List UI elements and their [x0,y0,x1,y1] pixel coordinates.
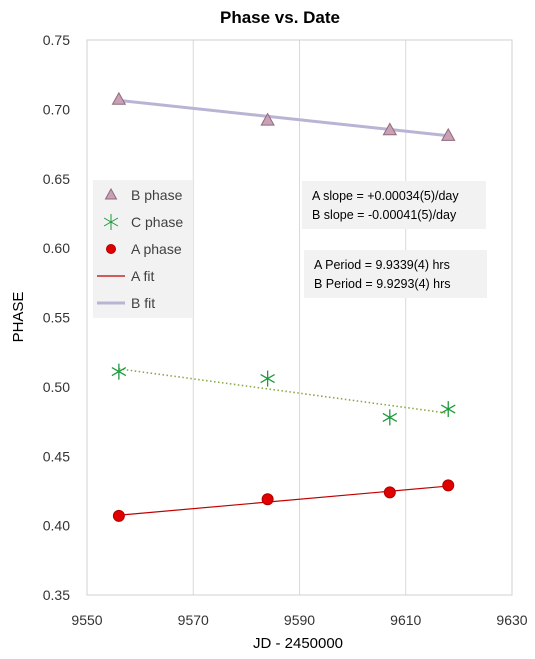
y-tick-label: 0.75 [43,32,70,48]
x-axis-ticks: 9550 9570 9590 9610 9630 [71,612,527,628]
legend: B phase C phase A phase A fit B fit [93,180,193,318]
x-tick-label: 9590 [284,612,315,628]
a-phase-point [261,493,274,506]
asterisk-stroke [260,373,275,384]
legend-swatch [104,187,118,200]
asterisk-stroke [440,404,456,414]
legend-label: A fit [131,268,154,284]
c-phase-point [382,409,398,426]
legend-label: B phase [131,187,183,203]
y-tick-label: 0.60 [43,240,70,256]
a-phase-point [383,486,396,499]
period-note-box [304,250,487,298]
b-phase-point [111,91,127,105]
b-phase-point [260,112,275,126]
legend-label: A phase [131,241,182,257]
plot-frame [86,39,513,596]
a-fit-line [118,485,449,516]
asterisk-stroke [103,217,119,227]
y-tick-label: 0.65 [43,171,70,187]
legend-item-b-phase: B phase [104,187,183,203]
y-tick-label: 0.45 [43,448,70,464]
legend-label: B fit [131,295,155,311]
y-tick-label: 0.70 [43,101,70,117]
b-fit-line [118,98,449,138]
chart-title: Phase vs. Date [220,8,340,27]
y-tick-label: 0.50 [43,379,70,395]
a-phase-point [442,479,455,492]
legend-swatch [103,214,119,230]
b-phase-point [441,127,456,141]
slope-note: A slope = +0.00034(5)/day B slope = -0.0… [302,181,486,229]
legend-item-c-phase: C phase [103,214,183,230]
data-markers [111,91,456,522]
y-axis-label: PHASE [10,292,27,343]
legend-label: C phase [131,214,183,230]
legend-swatch [106,244,116,254]
slope-note-line-b: B slope = -0.00041(5)/day [312,208,457,222]
y-tick-label: 0.55 [43,310,70,326]
period-note-line-a: A Period = 9.9339(4) hrs [314,258,450,272]
y-tick-label: 0.40 [43,518,70,534]
y-axis-ticks: 0.35 0.40 0.45 0.50 0.55 0.60 0.65 0.70 0.75 [43,32,70,603]
x-tick-label: 9570 [178,612,209,628]
c-trend-line [118,368,449,415]
slope-note-box [302,181,486,229]
y-tick-label: 0.35 [43,587,70,603]
legend-item-a-phase: A phase [106,241,182,257]
x-axis-label: JD - 2450000 [253,635,343,652]
slope-note-line-a: A slope = +0.00034(5)/day [312,189,459,203]
a-phase-point [112,509,125,522]
legend-item-b-fit: B fit [97,295,155,311]
x-tick-label: 9550 [71,612,102,628]
c-phase-point [111,363,127,380]
c-phase-point [440,401,456,418]
legend-item-a-fit: A fit [97,268,154,284]
period-note-line-b: B Period = 9.9293(4) hrs [314,277,451,291]
c-phase-point [260,370,275,387]
x-tick-label: 9610 [390,612,421,628]
asterisk-stroke [111,367,127,377]
b-phase-point [382,122,398,136]
period-note: A Period = 9.9339(4) hrs B Period = 9.92… [304,250,487,298]
asterisk-stroke [382,412,398,422]
x-tick-label: 9630 [496,612,527,628]
